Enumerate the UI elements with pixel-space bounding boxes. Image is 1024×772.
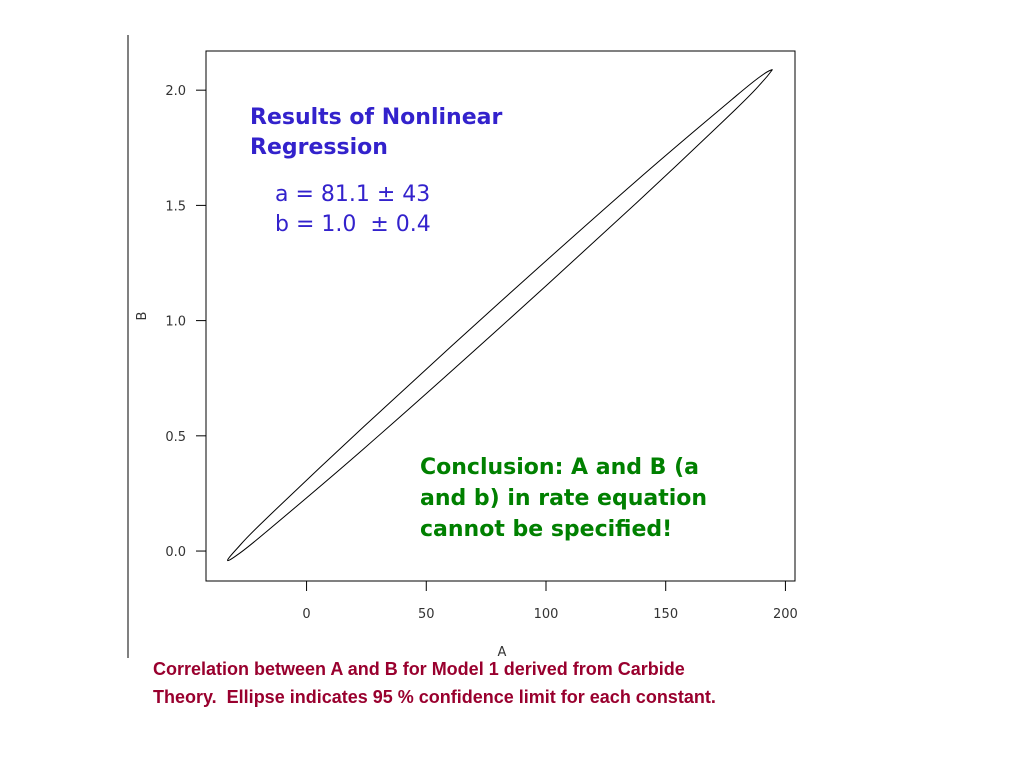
annotation-title: Regression bbox=[250, 135, 388, 160]
y-tick-label: 0.0 bbox=[165, 545, 186, 560]
x-tick-label: 100 bbox=[534, 607, 559, 622]
x-tick-label: 200 bbox=[773, 607, 798, 622]
y-tick-label: 2.0 bbox=[165, 84, 186, 99]
y-tick-label: 1.0 bbox=[165, 315, 186, 330]
x-axis-label: A bbox=[498, 645, 507, 660]
annotation-title: Results of Nonlinear bbox=[250, 105, 502, 130]
x-tick-label: 50 bbox=[418, 607, 435, 622]
annotation-conclusion: and b) in rate equation bbox=[420, 486, 707, 511]
annotation-result: a = 81.1 ± 43 bbox=[275, 182, 430, 207]
y-tick-label: 0.5 bbox=[165, 430, 186, 445]
y-tick-label: 1.5 bbox=[165, 199, 186, 214]
annotation-result: b = 1.0 ± 0.4 bbox=[275, 212, 431, 237]
confidence-ellipse bbox=[227, 68, 773, 562]
x-tick-label: 0 bbox=[302, 607, 310, 622]
plot-frame bbox=[205, 50, 796, 582]
annotation-conclusion: Conclusion: A and B (a bbox=[420, 455, 699, 480]
annotation-conclusion: cannot be specified! bbox=[420, 517, 672, 542]
caption: Correlation between A and B for Model 1 … bbox=[153, 659, 685, 679]
x-tick-label: 150 bbox=[653, 607, 678, 622]
caption: Theory. Ellipse indicates 95 % confidenc… bbox=[153, 687, 716, 707]
y-axis-label: B bbox=[135, 312, 150, 321]
